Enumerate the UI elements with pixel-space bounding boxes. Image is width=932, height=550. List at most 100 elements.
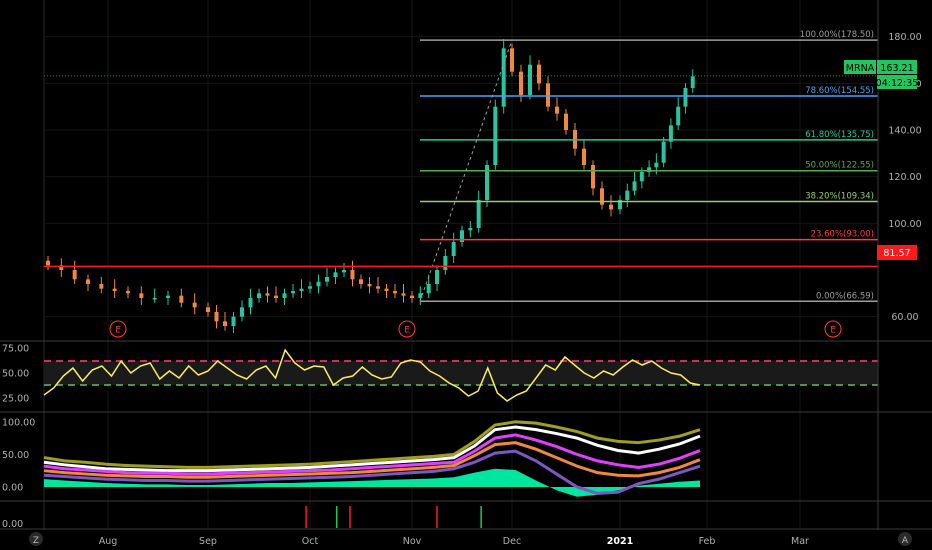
candle-body	[179, 295, 184, 303]
candle-body	[59, 265, 64, 270]
rsi-tick-label: 25.00	[2, 394, 29, 405]
candle-body	[435, 270, 439, 284]
price-tick-label: 100.00	[888, 219, 921, 230]
candle-body	[214, 312, 219, 322]
candle-body	[282, 293, 287, 298]
candle-body	[460, 230, 464, 242]
candle-body	[609, 204, 613, 210]
candle-body	[393, 291, 397, 294]
candle-body	[654, 162, 659, 168]
candle-body	[72, 270, 77, 280]
auto-icon-label: A	[902, 536, 909, 546]
candle-body	[367, 284, 372, 287]
x-tick-label: Oct	[302, 536, 319, 547]
candle-body	[316, 281, 321, 287]
candle-body	[690, 76, 695, 88]
candle-body	[410, 295, 414, 298]
earnings-marker	[398, 320, 416, 338]
candle-body	[485, 165, 489, 200]
candle-body	[661, 141, 666, 163]
rsi-line	[43, 348, 701, 402]
candle-body	[501, 48, 506, 107]
candle-body	[510, 48, 514, 72]
earnings-marker	[824, 320, 842, 338]
signal-tick-label: 0.00	[2, 519, 23, 530]
candle-body	[240, 307, 244, 317]
auto-scale-toggle[interactable]: A	[898, 532, 912, 546]
candle-body	[546, 83, 550, 107]
candle-body	[418, 293, 423, 298]
oscillator-pane[interactable]	[43, 420, 701, 497]
price-tick-label: 60.00	[891, 312, 918, 323]
earnings-marker	[109, 320, 127, 338]
fib-level-label: 0.00%(66.59)	[816, 291, 874, 301]
candle-body	[350, 270, 355, 280]
x-tick-label: Dec	[503, 536, 521, 547]
osc-series-line	[43, 425, 701, 473]
rsi-band-fill	[44, 361, 878, 385]
candle-body	[333, 272, 338, 277]
rsi-pane[interactable]	[43, 348, 878, 402]
price-tick-label: 120.00	[888, 172, 921, 183]
candle-body	[618, 200, 622, 210]
candle-body	[126, 291, 130, 294]
osc-tick-label: 50.00	[2, 450, 29, 461]
candle-body	[600, 188, 604, 205]
candle-body	[476, 200, 481, 228]
candle-body	[647, 167, 652, 172]
candle-body	[265, 293, 270, 296]
candle-body	[86, 279, 90, 284]
candle-body	[676, 106, 681, 126]
candle-body	[451, 242, 456, 256]
price-tick-label: 140.00	[888, 126, 921, 137]
zoom-icon-label: Z	[33, 536, 39, 546]
candle-body	[325, 277, 329, 282]
candle-body	[555, 106, 559, 114]
ticker-label: MRNA	[846, 63, 875, 74]
candle-body	[632, 181, 637, 191]
earnings-marker-label: E	[404, 326, 409, 336]
candle-body	[519, 71, 523, 95]
x-tick-label: Feb	[699, 536, 716, 547]
candle-body	[46, 260, 50, 266]
candle-body	[376, 286, 380, 289]
candle-body	[384, 288, 389, 291]
signal-pane[interactable]	[305, 506, 482, 528]
candle-body	[591, 165, 595, 189]
candle-body	[152, 298, 157, 300]
price-pane[interactable]: 100.00%(178.50) 78.60%(154.55) 61.80%(135.…	[44, 30, 878, 338]
candle-body	[528, 64, 532, 95]
earnings-marker-label: E	[830, 326, 835, 336]
osc-series-line	[43, 441, 701, 479]
grid	[43, 0, 878, 530]
fib-level-label: 100.00%(178.50)	[800, 30, 874, 40]
candle-body	[564, 113, 568, 130]
candle-body	[359, 279, 363, 284]
candle-body	[166, 295, 170, 298]
candle-body	[308, 286, 312, 289]
price-tick-label: 180.00	[888, 32, 921, 43]
candle-body	[206, 307, 210, 312]
candle-body	[401, 293, 406, 296]
candle-body	[342, 270, 346, 273]
candle-body	[257, 293, 261, 298]
bar-countdown: 04:12:35	[876, 78, 919, 89]
candle-body	[468, 228, 473, 231]
osc-series-line	[43, 420, 701, 469]
candle-body	[274, 295, 278, 298]
earnings-marker-label: E	[115, 326, 120, 336]
candle-body	[683, 88, 688, 107]
timezone-toggle[interactable]: Z	[29, 532, 43, 546]
candle-body	[299, 288, 304, 291]
candle-body	[625, 190, 630, 200]
candle-body	[231, 316, 236, 326]
osc-series-line	[43, 449, 701, 495]
candle-body	[668, 125, 673, 142]
candle-body	[139, 293, 144, 298]
fib-level-label: 61.80%(135.75)	[805, 130, 874, 140]
osc-tick-label: 100.00	[2, 417, 35, 428]
osc-tick-label: 0.00	[2, 482, 23, 493]
fib-level-label: 38.20%(109.34)	[805, 192, 874, 202]
